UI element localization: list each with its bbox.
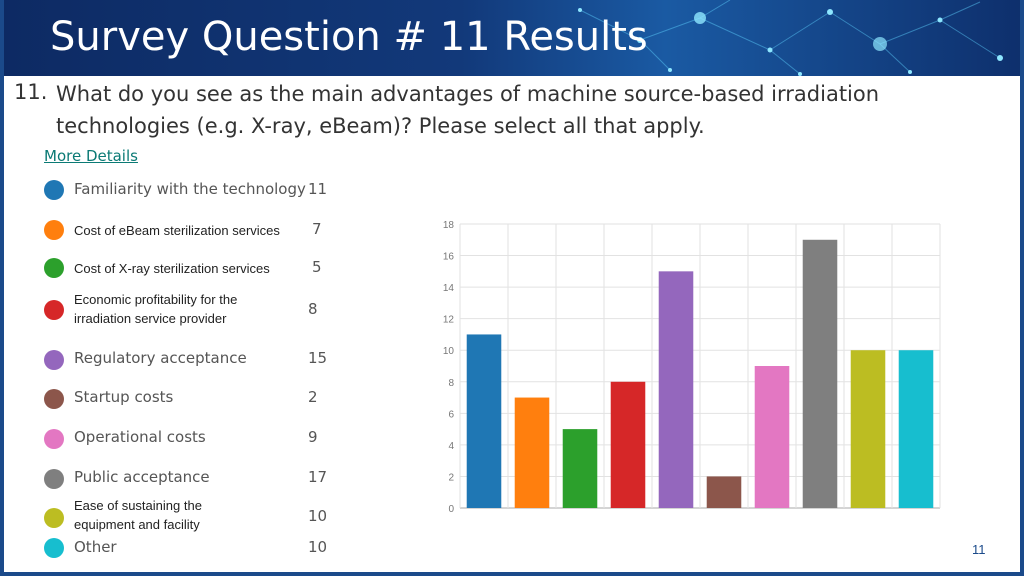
legend-label: Economic profitability for the irradiati… [74, 292, 238, 326]
y-tick-label: 2 [448, 472, 454, 483]
question-number: 11. [14, 80, 48, 104]
legend-label: Operational costs [74, 428, 206, 446]
bar [706, 476, 742, 508]
legend-label: Cost of eBeam sterilization services [74, 223, 280, 238]
bar [898, 350, 934, 508]
legend-item: Regulatory acceptance 15 [40, 338, 340, 378]
legend-count: 5 [312, 258, 322, 276]
legend-dot-icon [44, 258, 64, 278]
y-tick-label: 12 [443, 315, 455, 326]
legend-item: Other 10 [40, 536, 340, 576]
bar [466, 334, 502, 508]
legend-item: Public acceptance 17 [40, 458, 340, 498]
bar [754, 366, 790, 508]
legend-label: Ease of sustaining the equipment and fac… [74, 498, 202, 532]
bar-chart: 0 2 4 6 8 10 12 14 16 18 [443, 220, 941, 515]
y-tick-label: 4 [448, 441, 454, 452]
legend-count: 10 [308, 507, 328, 525]
legend-dot-icon [44, 300, 64, 320]
bar [610, 381, 646, 508]
legend-dot-icon [44, 180, 64, 200]
legend-count: 15 [308, 349, 328, 367]
legend-dot-icon [44, 538, 64, 558]
legend-count: 7 [312, 220, 322, 238]
y-tick-label: 10 [443, 346, 455, 357]
bar [658, 271, 694, 508]
legend-label: Regulatory acceptance [74, 349, 247, 367]
legend-dot-icon [44, 469, 64, 489]
more-details-link[interactable]: More Details [44, 147, 138, 165]
legend-dot-icon [44, 508, 64, 528]
bar [562, 429, 598, 508]
legend-count: 17 [308, 468, 328, 486]
legend-label: Other [74, 538, 117, 556]
legend-dot-icon [44, 350, 64, 370]
y-tick-label: 14 [443, 283, 455, 294]
legend-item: Cost of eBeam sterilization services 7 [40, 210, 340, 250]
y-tick-label: 18 [443, 220, 455, 231]
y-tick-label: 0 [448, 504, 454, 515]
legend-count: 9 [308, 428, 318, 446]
legend-dot-icon [44, 429, 64, 449]
page-number: 11 [972, 542, 986, 557]
legend-count: 10 [308, 538, 328, 556]
legend-item: Ease of sustaining the equipment and fac… [40, 488, 340, 532]
legend-item: Familiarity with the technology 11 [40, 170, 340, 210]
legend-label: Familiarity with the technology [74, 180, 306, 198]
legend-item: Cost of X-ray sterilization services 5 [40, 248, 340, 288]
bar [850, 350, 886, 508]
legend-label: Public acceptance [74, 468, 210, 486]
legend-count: 2 [308, 388, 318, 406]
slide-header: Survey Question # 11 Results [0, 0, 1024, 76]
legend-label: Startup costs [74, 388, 174, 406]
legend-item: Economic profitability for the irradiati… [40, 288, 340, 332]
legend-dot-icon [44, 220, 64, 240]
y-tick-label: 16 [443, 252, 455, 263]
legend-count: 11 [308, 180, 328, 198]
slide-title: Survey Question # 11 Results [50, 14, 648, 60]
y-tick-label: 8 [448, 378, 454, 389]
legend-item: Startup costs 2 [40, 378, 340, 418]
bar [514, 397, 550, 508]
legend-item: Operational costs 9 [40, 418, 340, 458]
legend-count: 8 [308, 300, 318, 318]
legend-label: Cost of X-ray sterilization services [74, 261, 270, 276]
bar [802, 239, 838, 508]
network-graphic [578, 0, 1003, 76]
question-text: What do you see as the main advantages o… [56, 82, 880, 138]
legend-dot-icon [44, 389, 64, 409]
y-tick-label: 6 [448, 409, 454, 420]
